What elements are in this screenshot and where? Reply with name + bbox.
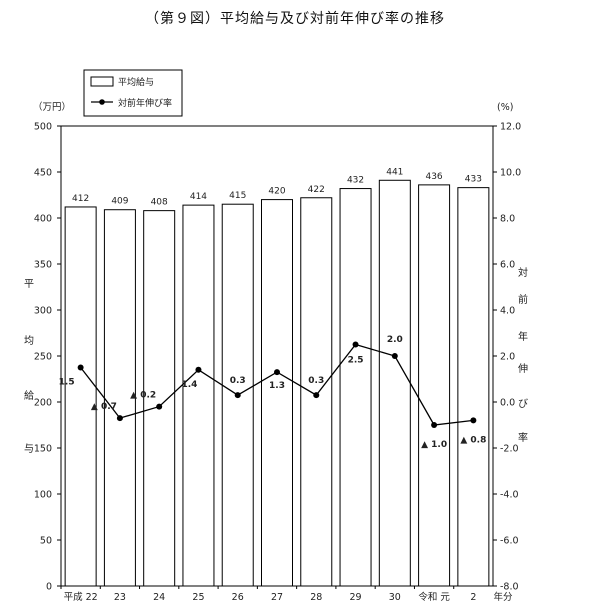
x-unit-label: 年分 [493,591,513,603]
y-right-label-char: 伸 [518,363,528,375]
bar-value-label: 414 [190,192,207,202]
y-right-tick-label: -2.0 [500,444,519,455]
y-left-tick-label: 100 [34,490,52,501]
bar-value-label: 420 [268,187,285,197]
bar [261,199,293,587]
growth-rate-point [77,364,84,371]
y-right-tick-label: -8.0 [500,582,519,593]
bar [143,210,176,587]
x-tick-label: 25 [192,592,204,603]
y-left-tick-label: 50 [40,536,52,547]
y-right-label-char: 年 [518,330,528,343]
growth-rate-point [274,369,280,376]
bar-value-label: 422 [308,185,325,195]
y-right-tick-label: 4.0 [500,306,515,317]
y-right-tick-label: -6.0 [500,536,519,547]
y-left-tick-label: 300 [34,306,52,317]
growth-rate-point [391,353,398,359]
bar-value-label: 412 [72,194,89,204]
x-tick-label: 23 [114,592,126,603]
y-right-tick-label: 6.0 [500,260,515,271]
x-tick-label: 2 [470,592,476,603]
bar [418,184,451,587]
growth-rate-label: 2.0 [387,335,403,345]
y-left-tick-label: 200 [34,398,52,409]
x-tick-label: 27 [271,592,283,603]
growth-rate-label: 0.3 [230,376,246,386]
bar [457,187,490,587]
y-right-tick-label: -4.0 [500,490,519,501]
y-right-tick-label: 12.0 [500,122,521,133]
y-left-tick-label: 150 [34,444,52,455]
x-tick-label: 26 [232,592,244,603]
y-left-label-char: 平 [24,279,34,290]
growth-rate-point [470,417,477,424]
y-left-tick-label: 350 [34,260,52,271]
x-tick-label: 令和 元 [418,591,450,603]
x-tick-label: 28 [310,592,322,603]
x-tick-label: 29 [349,592,361,603]
growth-rate-point [234,392,241,399]
y-left-label-char: 給 [24,389,34,402]
y-left-tick-label: 250 [34,352,52,363]
growth-rate-point [195,366,202,373]
y-left-tick-label: 0 [46,582,52,593]
bar [182,204,215,587]
growth-rate-label: ▲ 1.0 [421,440,447,450]
growth-rate-label: 2.5 [348,356,364,366]
y-left-tick-label: 400 [34,214,52,225]
y-left-label-char: 均 [24,335,34,347]
growth-rate-label: ▲ 0.8 [460,435,486,445]
growth-rate-point [313,392,320,399]
y-left-tick-label: 450 [34,168,52,179]
y-right-tick-label: 0.0 [500,398,515,409]
growth-rate-label: ▲ 0.2 [130,391,156,401]
x-tick-label: 30 [389,592,401,603]
growth-rate-label: 0.3 [308,376,324,386]
bar-value-label: 409 [111,197,128,207]
bar [103,209,136,587]
growth-rate-point [352,341,359,348]
bar [64,206,97,587]
growth-rate-label: ▲ 0.7 [91,402,117,412]
bar-value-label: 433 [465,175,482,185]
chart-title: （第９図）平均給与及び対前年伸び率の推移 [145,11,445,27]
legend-line-marker [99,99,105,105]
y-left-unit: （万円） [33,101,71,113]
bar-value-label: 441 [386,167,403,177]
y-right-label-char: 率 [518,431,528,444]
growth-rate-label: 1.4 [182,380,198,390]
y-right-unit: (%) [497,102,513,113]
growth-rate-point [156,403,163,410]
growth-rate-label: 1.5 [59,378,75,388]
y-right-tick-label: 2.0 [500,352,515,363]
y-right-label-char: 前 [518,293,528,306]
legend-bar-swatch [90,76,114,87]
y-right-label-char: び [518,398,528,410]
bar [378,179,411,587]
bar-value-label: 432 [347,176,364,186]
x-tick-label: 24 [153,592,165,603]
growth-rate-point [116,415,123,422]
bar [300,197,333,587]
bar-value-label: 408 [151,198,168,208]
growth-rate-point [431,422,438,428]
x-tick-label: 平成 22 [64,591,98,603]
legend-bar-label: 平均給与 [118,76,154,88]
y-right-tick-label: 10.0 [500,168,521,179]
y-right-tick-label: 8.0 [500,214,515,225]
legend-line-label: 対前年伸び率 [118,97,172,109]
bar [339,188,372,587]
y-right-label-char: 対 [518,266,528,279]
growth-rate-label: 1.3 [269,381,285,391]
y-left-label-char: 与 [24,443,34,455]
bar-value-label: 415 [229,191,246,201]
y-left-tick-label: 500 [34,122,52,133]
bar-value-label: 436 [425,172,442,182]
